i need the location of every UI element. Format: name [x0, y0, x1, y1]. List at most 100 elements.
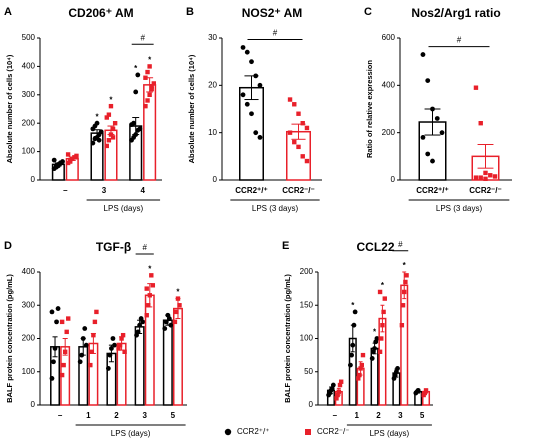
- annotation: #: [142, 243, 147, 252]
- bar: [162, 319, 173, 406]
- y-tick-label: 600: [382, 33, 396, 42]
- data-point: [420, 52, 426, 57]
- data-point: [166, 316, 172, 321]
- data-point: [395, 366, 400, 371]
- data-point: [140, 319, 146, 325]
- y-tick-label: 0: [31, 175, 36, 184]
- x-tick-label: 3: [142, 411, 147, 420]
- y-tick-label: 200: [22, 118, 36, 127]
- y-tick-label: 0: [391, 175, 396, 184]
- data-point: [253, 73, 259, 79]
- x-tick-label: –: [63, 186, 68, 195]
- data-point: [137, 126, 143, 132]
- data-point: [244, 49, 250, 55]
- data-point: [168, 322, 174, 328]
- data-point: [112, 342, 117, 348]
- data-point: [163, 319, 169, 325]
- panel-title: Nos2/Arg1 ratio: [411, 6, 500, 20]
- annotation: *: [148, 56, 152, 65]
- data-point: [434, 116, 440, 121]
- data-point: [94, 309, 99, 315]
- data-point: [54, 319, 59, 325]
- data-point: [135, 72, 141, 78]
- data-point: [292, 139, 297, 145]
- y-axis-label: Absolute number of cells (10⁴): [5, 54, 14, 163]
- data-point: [399, 323, 405, 328]
- legend-marker: [224, 428, 232, 436]
- data-point: [149, 84, 154, 89]
- data-point: [358, 366, 363, 371]
- data-point: [357, 372, 362, 378]
- y-axis-label: Absolute number of cells (10⁴): [187, 54, 196, 163]
- data-point: [422, 390, 428, 396]
- annotation: *: [95, 112, 99, 121]
- data-point: [88, 362, 93, 368]
- data-point: [149, 273, 154, 278]
- x-axis-label: LPS (3 days): [436, 204, 483, 213]
- panel-title: CCL22: [356, 240, 394, 254]
- data-point: [145, 69, 150, 75]
- data-point: [377, 289, 383, 295]
- data-point: [68, 159, 73, 164]
- y-tick-label: 400: [382, 80, 396, 89]
- y-tick-label: 0: [309, 400, 314, 409]
- data-point: [117, 342, 123, 348]
- x-tick-label: 1: [86, 411, 91, 420]
- data-point: [257, 82, 263, 88]
- data-point: [249, 59, 254, 65]
- data-point: [61, 362, 66, 368]
- data-point: [133, 132, 139, 137]
- data-point: [92, 319, 98, 325]
- x-tick-label: –: [58, 411, 63, 420]
- panel-title: NOS2⁺ AM: [242, 6, 303, 20]
- data-point: [359, 362, 365, 368]
- data-point: [77, 359, 83, 365]
- data-point: [79, 352, 85, 358]
- data-point: [82, 326, 88, 331]
- data-point: [379, 336, 384, 341]
- data-point: [423, 388, 429, 393]
- x-tick-label: 5: [171, 411, 176, 420]
- x-tick-label: 3: [398, 411, 403, 420]
- data-point: [300, 154, 305, 159]
- data-point: [59, 319, 65, 325]
- annotation: #: [457, 36, 462, 45]
- data-point: [300, 121, 305, 126]
- y-axis-label: BALF protein concentration (pg/mL): [283, 274, 292, 403]
- data-point: [51, 157, 57, 163]
- data-point: [337, 382, 343, 388]
- data-point: [330, 382, 336, 388]
- data-point: [425, 151, 431, 157]
- data-point: [146, 303, 151, 308]
- data-point: [59, 372, 65, 378]
- data-point: [240, 92, 246, 98]
- data-point: [110, 135, 116, 140]
- data-point: [356, 376, 361, 381]
- data-point: [145, 98, 150, 103]
- y-tick-label: 30: [208, 33, 217, 42]
- annotation: *: [148, 264, 152, 273]
- data-point: [104, 143, 109, 149]
- data-point: [122, 349, 127, 354]
- annotation: *: [134, 64, 138, 73]
- data-point: [49, 309, 55, 315]
- y-axis-label: BALF protein concentration (pg/mL): [5, 274, 14, 403]
- data-point: [66, 316, 71, 321]
- panel-letter: C: [364, 6, 372, 18]
- data-point: [162, 326, 168, 331]
- data-point: [296, 144, 301, 150]
- x-tick-label: 3: [102, 186, 107, 195]
- data-point: [369, 356, 375, 361]
- data-point: [492, 174, 498, 179]
- y-tick-label: 200: [22, 334, 36, 343]
- data-point: [381, 309, 386, 315]
- y-tick-label: 50: [304, 367, 313, 376]
- data-point: [65, 152, 71, 157]
- annotation: *: [403, 261, 407, 270]
- data-point: [415, 387, 421, 393]
- data-point: [483, 170, 488, 176]
- data-point: [174, 309, 179, 315]
- data-point: [109, 346, 114, 351]
- data-point: [106, 112, 112, 117]
